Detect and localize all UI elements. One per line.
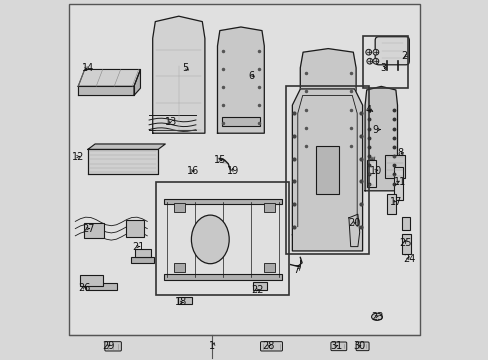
Circle shape — [366, 58, 372, 64]
Text: 7: 7 — [293, 265, 299, 275]
Bar — [264, 203, 275, 212]
Text: 26: 26 — [78, 283, 90, 293]
Bar — [384, 155, 404, 178]
Text: 12: 12 — [72, 152, 84, 162]
Text: 5: 5 — [182, 63, 188, 73]
Bar — [285, 86, 368, 254]
Polygon shape — [292, 89, 362, 251]
Bar — [156, 182, 289, 295]
Text: 16: 16 — [186, 166, 199, 176]
Bar — [174, 263, 185, 272]
Text: 31: 31 — [329, 341, 342, 351]
Bar — [131, 257, 154, 263]
FancyBboxPatch shape — [104, 342, 121, 351]
Circle shape — [372, 49, 378, 55]
Polygon shape — [217, 27, 264, 133]
Bar — [163, 274, 282, 280]
FancyBboxPatch shape — [260, 342, 282, 351]
Ellipse shape — [191, 215, 229, 264]
Text: 17: 17 — [389, 197, 402, 207]
Text: 14: 14 — [81, 63, 94, 73]
Circle shape — [365, 49, 371, 55]
Text: 30: 30 — [352, 341, 365, 351]
FancyBboxPatch shape — [355, 342, 368, 351]
Polygon shape — [78, 69, 140, 86]
Text: 4: 4 — [365, 105, 371, 115]
Bar — [315, 145, 338, 194]
Bar — [386, 194, 395, 214]
Bar — [125, 220, 143, 237]
Text: 24: 24 — [402, 254, 414, 264]
Bar — [88, 149, 158, 174]
Polygon shape — [152, 16, 204, 133]
Bar — [178, 297, 191, 304]
Text: 13: 13 — [165, 117, 177, 127]
Text: 15: 15 — [213, 155, 226, 165]
Text: 11: 11 — [393, 177, 405, 187]
FancyBboxPatch shape — [330, 342, 346, 351]
Circle shape — [372, 58, 378, 64]
Text: 28: 28 — [262, 341, 274, 351]
Bar — [393, 167, 402, 200]
Text: 18: 18 — [175, 297, 187, 307]
Text: 8: 8 — [396, 148, 403, 158]
Text: 3: 3 — [379, 63, 385, 73]
Text: 9: 9 — [372, 125, 378, 135]
Bar — [401, 234, 410, 254]
Polygon shape — [78, 86, 134, 95]
Text: 25: 25 — [399, 238, 411, 248]
Text: 10: 10 — [369, 166, 382, 176]
Bar — [253, 282, 266, 290]
Polygon shape — [300, 49, 355, 157]
Text: 27: 27 — [81, 224, 94, 234]
Bar — [80, 275, 103, 286]
Bar — [305, 140, 350, 149]
Polygon shape — [365, 86, 397, 191]
Bar — [134, 249, 151, 257]
Bar — [174, 203, 185, 212]
Bar — [366, 160, 375, 187]
Polygon shape — [348, 214, 359, 247]
Text: 1: 1 — [208, 341, 215, 351]
Text: 21: 21 — [132, 242, 144, 252]
Text: 2: 2 — [401, 51, 407, 61]
Bar — [363, 36, 407, 88]
Polygon shape — [219, 158, 228, 164]
Bar — [222, 117, 259, 126]
FancyBboxPatch shape — [374, 37, 408, 65]
Bar — [84, 223, 104, 238]
Text: 20: 20 — [348, 218, 360, 228]
Text: 6: 6 — [247, 71, 254, 81]
Bar — [86, 283, 117, 290]
Text: 23: 23 — [370, 312, 383, 322]
Bar — [401, 217, 409, 230]
Polygon shape — [134, 69, 140, 95]
Text: 29: 29 — [102, 341, 115, 351]
Bar — [264, 263, 275, 272]
Text: 22: 22 — [251, 285, 264, 295]
Text: 19: 19 — [227, 166, 239, 176]
Bar — [163, 199, 282, 204]
Ellipse shape — [371, 313, 382, 320]
Polygon shape — [88, 144, 165, 149]
